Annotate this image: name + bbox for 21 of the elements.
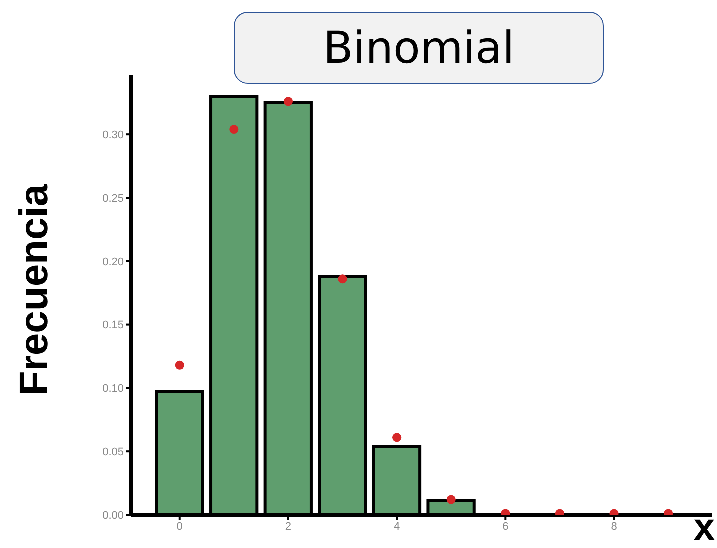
x-tick-label: 2 <box>285 520 292 533</box>
y-tick-label: 0.10 <box>102 383 124 396</box>
y-axis-title: Frecuencia <box>12 184 58 396</box>
point <box>230 125 239 134</box>
point <box>175 360 184 370</box>
point <box>338 274 348 284</box>
y-tick-label: 0.25 <box>102 192 124 205</box>
x-tick-label: 4 <box>394 520 400 533</box>
x-tick-label: 8 <box>611 520 618 533</box>
y-tick-label: 0.05 <box>102 446 124 459</box>
x-axis-title: x <box>694 507 715 548</box>
x-tick-label: 6 <box>502 520 509 533</box>
y-tick-label: 0.00 <box>102 510 124 522</box>
x-tick-label: 0 <box>176 520 183 533</box>
point <box>446 495 456 504</box>
y-tick-label: 0.30 <box>102 130 124 142</box>
point <box>392 433 402 442</box>
y-tick-label: 0.15 <box>102 320 124 332</box>
y-tick-label: 0.20 <box>102 256 124 268</box>
point <box>284 97 293 106</box>
title-box: Binomial <box>234 12 604 84</box>
